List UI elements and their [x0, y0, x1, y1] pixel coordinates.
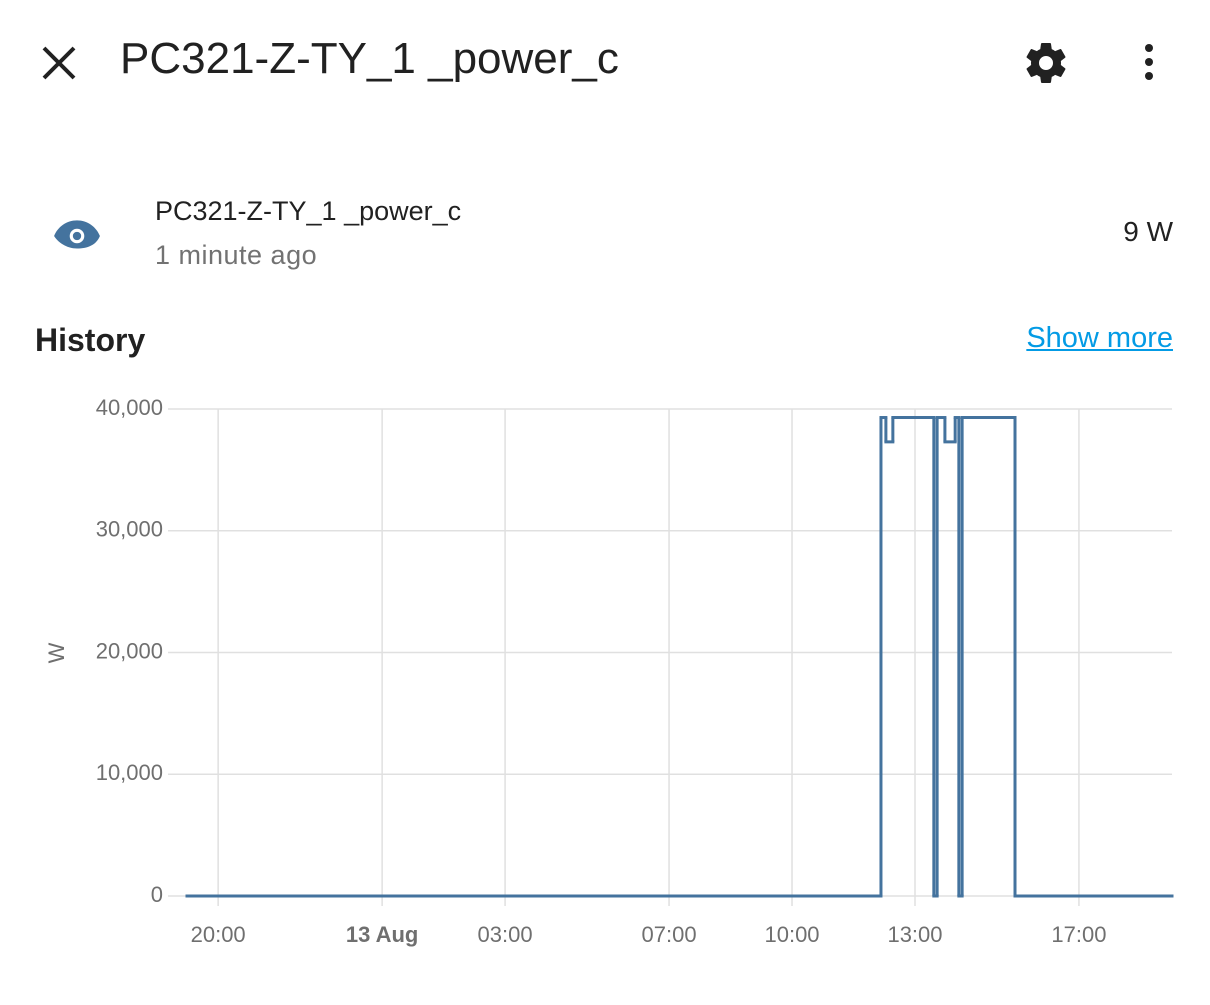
history-heading: History — [35, 322, 146, 358]
dialog-title: PC321-Z-TY_1 _power_c — [120, 34, 619, 83]
more-menu-button[interactable] — [1136, 42, 1162, 82]
y-tick-label: 10,000 — [96, 760, 163, 785]
x-tick-label: 13 Aug — [346, 922, 419, 947]
y-tick-label: 40,000 — [96, 395, 163, 420]
y-tick-label: 0 — [151, 882, 163, 907]
y-tick-label: 20,000 — [96, 638, 163, 663]
x-tick-label: 03:00 — [478, 922, 533, 947]
entity-name: PC321-Z-TY_1 _power_c — [155, 196, 462, 226]
x-tick-label: 13:00 — [887, 922, 942, 947]
y-axis-label: W — [44, 642, 69, 663]
y-tick-label: 30,000 — [96, 517, 163, 542]
x-tick-label: 20:00 — [191, 922, 246, 947]
entity-state: 9 W — [1123, 216, 1173, 247]
entity-icon — [54, 220, 100, 249]
x-tick-label: 10:00 — [764, 922, 819, 947]
last-changed: 1 minute ago — [155, 240, 318, 270]
show-more-link[interactable]: Show more — [1026, 322, 1173, 354]
x-tick-label: 07:00 — [642, 922, 697, 947]
x-tick-label: 17:00 — [1051, 922, 1106, 947]
close-button[interactable] — [40, 44, 80, 84]
settings-button[interactable] — [1022, 39, 1070, 87]
